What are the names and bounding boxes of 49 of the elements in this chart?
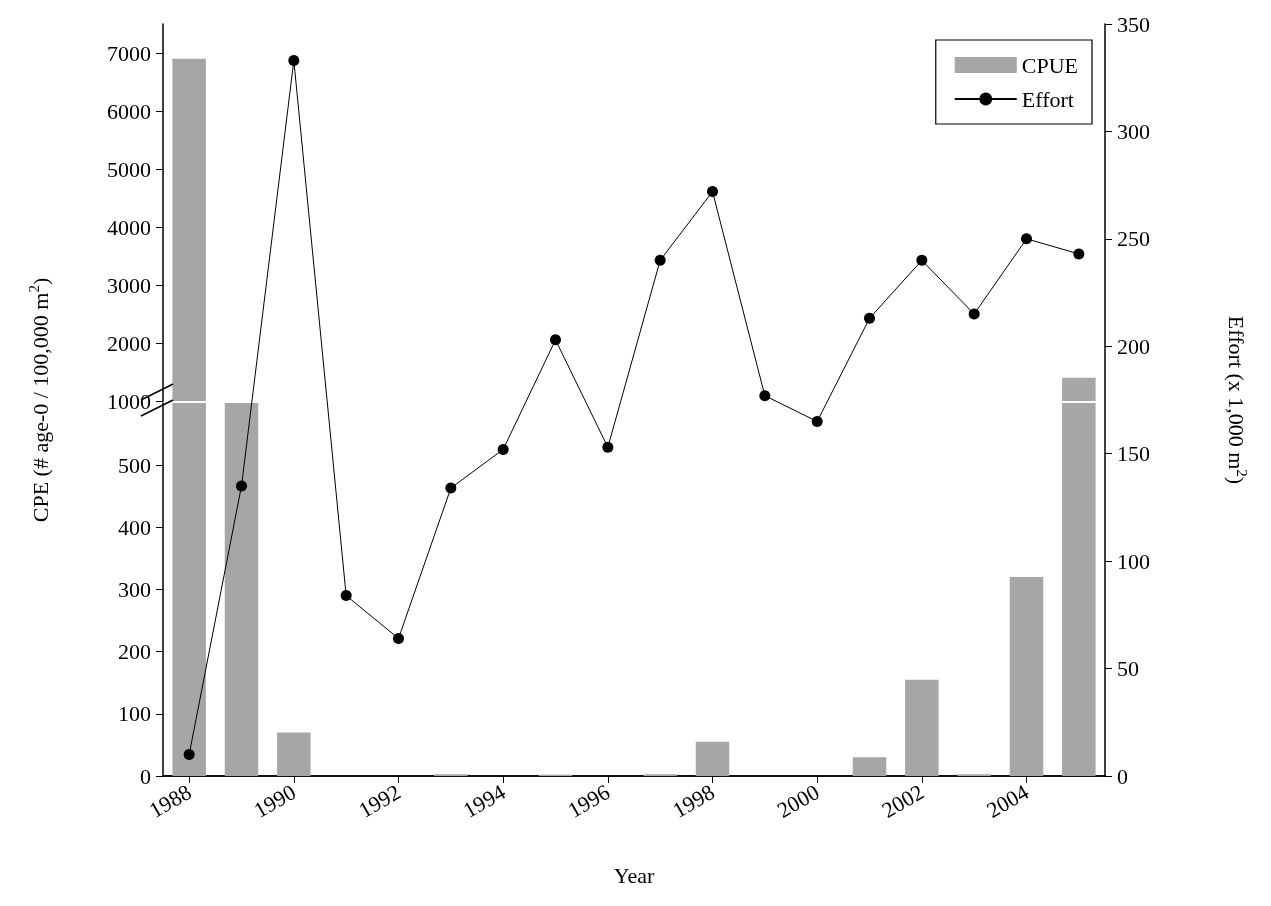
y2-tick-label: 150	[1117, 441, 1150, 467]
x-tick-label: 1998	[668, 779, 719, 823]
bar	[852, 757, 887, 776]
y-tick-label: 0	[140, 763, 151, 789]
point	[602, 441, 614, 453]
y-tick-label: 4000	[107, 214, 151, 240]
x-tick-label: 2002	[877, 779, 929, 823]
bar	[277, 732, 311, 776]
point	[811, 415, 823, 427]
point	[236, 480, 247, 492]
y2-tick-label: 300	[1117, 118, 1150, 144]
bar	[905, 679, 939, 776]
y-tick-label: 2000	[107, 330, 151, 356]
y2-tick-label: 350	[1117, 11, 1150, 37]
y-tick-label: 6000	[107, 98, 151, 124]
y2-tick-label: 0	[1117, 763, 1128, 789]
x-tick-label: 2000	[772, 779, 824, 823]
y2-axis-title: Effort (x 1,000 m2)	[1223, 315, 1250, 485]
y-tick-label: 1000	[107, 388, 151, 414]
y2-tick-label: 250	[1117, 226, 1150, 252]
y-tick-label: 200	[118, 639, 151, 665]
x-tick-label: 1990	[249, 779, 301, 823]
point	[497, 443, 509, 455]
y-tick-label: 400	[118, 514, 151, 540]
point	[759, 390, 771, 402]
y-axis-title: CPE (# age-0 / 100,000 m2)	[26, 277, 53, 523]
legend-label: Effort	[1021, 86, 1074, 112]
bar	[1009, 577, 1044, 776]
y-tick-label: 5000	[107, 156, 151, 182]
x-tick-label: 1992	[354, 779, 405, 823]
y-tick-label: 100	[118, 701, 151, 727]
point	[183, 749, 195, 761]
y-tick-label: 3000	[107, 272, 151, 298]
y2-tick-label: 100	[1117, 548, 1150, 574]
y2-tick-label: 50	[1117, 656, 1139, 682]
y-tick-label: 7000	[107, 40, 151, 66]
y-tick-label: 500	[118, 452, 151, 478]
x-tick-label: 1996	[563, 779, 615, 823]
y2-tick-label: 200	[1117, 333, 1150, 359]
x-tick-label: 2004	[982, 779, 1033, 823]
bar	[224, 403, 259, 776]
point	[340, 590, 352, 602]
point	[445, 482, 457, 494]
x-tick-label: 1994	[458, 779, 510, 823]
x-axis-title: Year	[613, 862, 655, 888]
point	[393, 632, 404, 644]
bar	[695, 741, 730, 776]
y-tick-label: 300	[118, 577, 151, 602]
legend-label: CPUE	[1021, 52, 1079, 78]
